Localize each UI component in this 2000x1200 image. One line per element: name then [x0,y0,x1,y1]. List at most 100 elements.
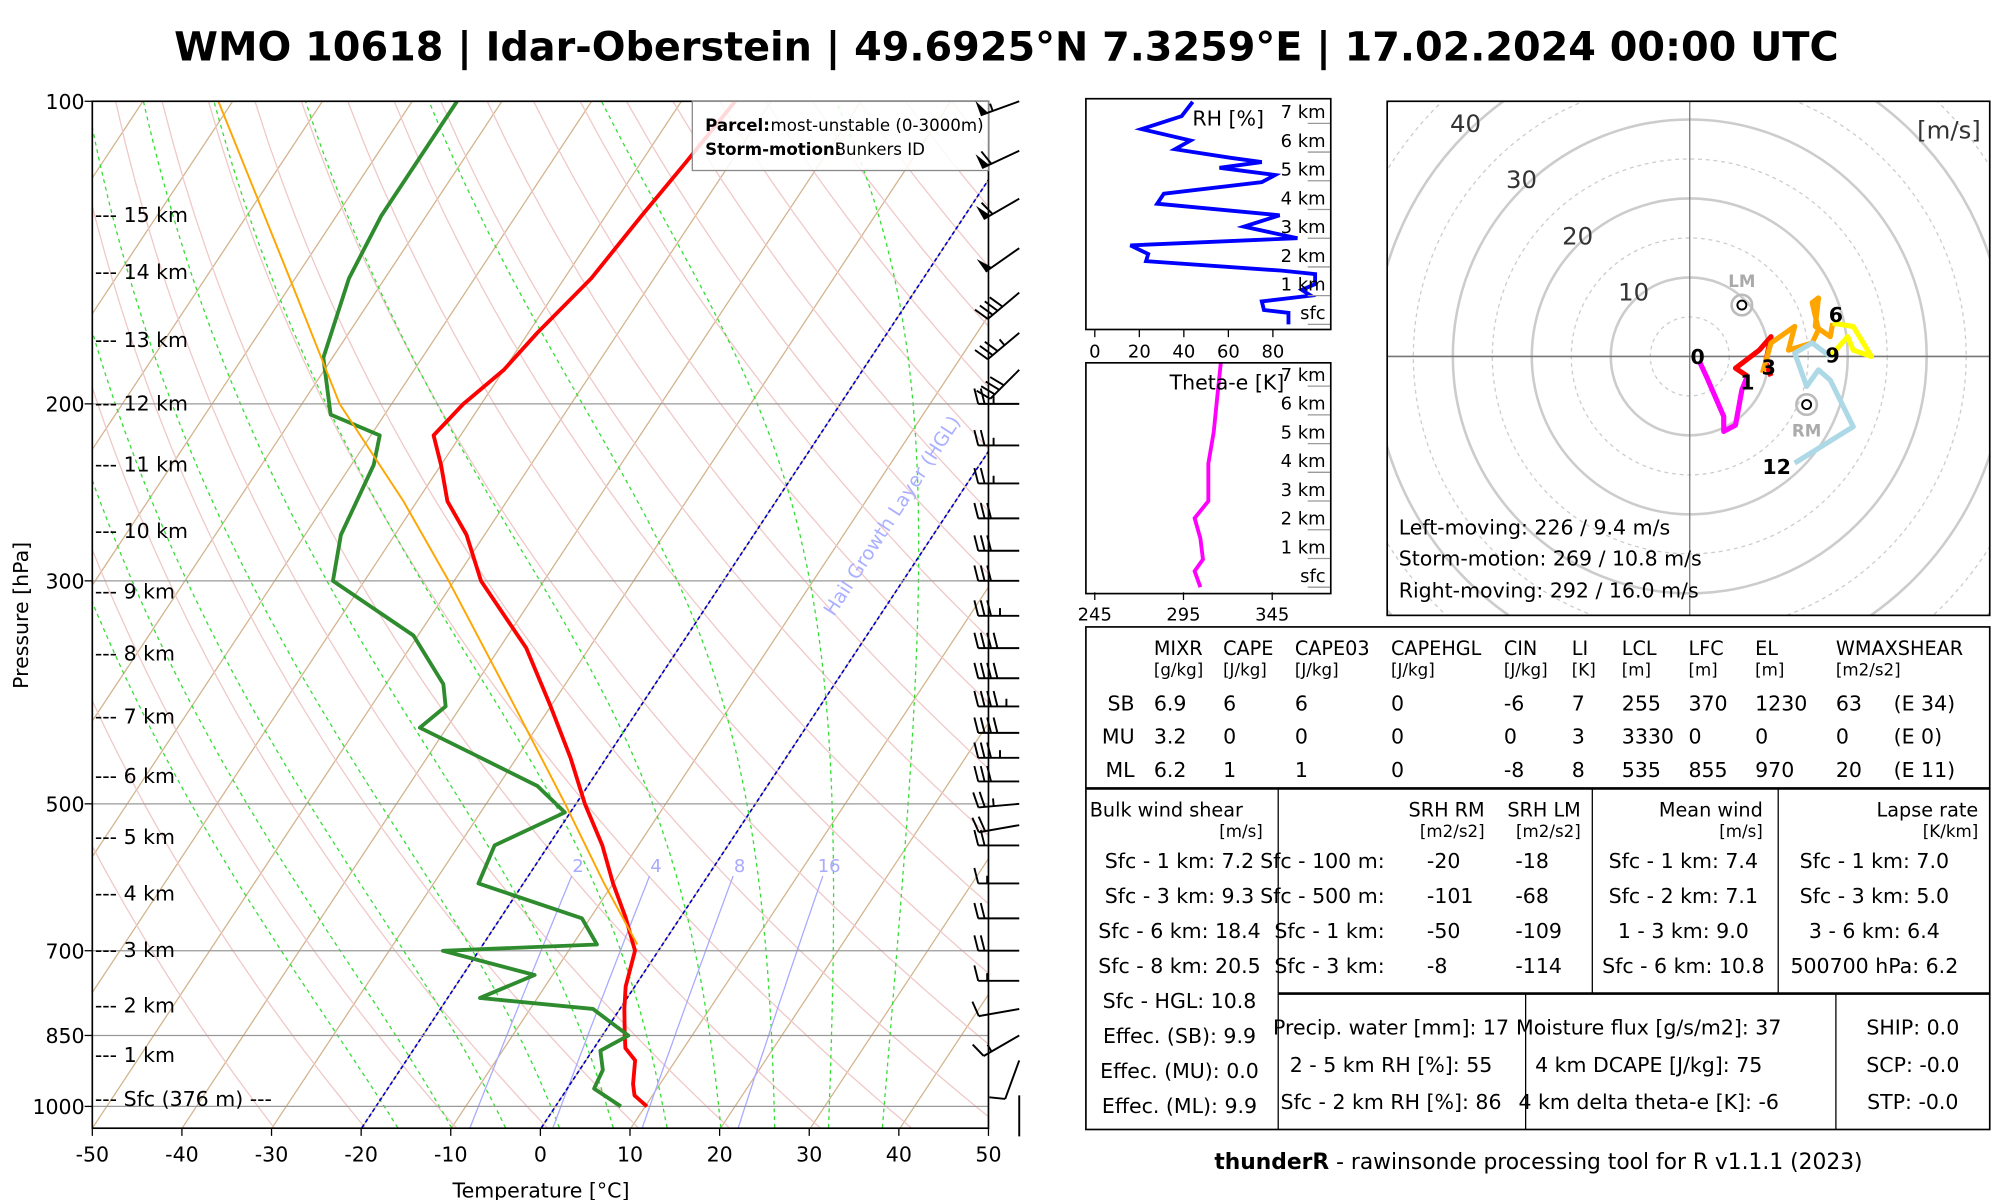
storm-marker-dot [1801,399,1813,411]
height-mark: 9 [1826,344,1840,368]
param-header: WMAXSHEAR [1836,637,1963,660]
wind-barb [973,388,1020,405]
dry-adiabat [92,699,366,1129]
height-label: 1 km [1281,537,1326,558]
height-label: 2 km [1281,509,1326,530]
param-value: 3 [1572,725,1585,749]
skewt-labels: 2 4 8 16 -50 -40 -30 -20 -10 0 10 20 30 40 50 100 200 300… [32,90,1001,1167]
dry-adiabat [579,101,989,639]
lapse-title: Lapse rate [1877,799,1979,822]
wind-barb [974,291,1020,320]
barb-staff [989,369,1020,400]
barb-feather [973,690,980,707]
barb-feather [986,717,992,734]
barb-feather [986,662,992,679]
dry-adiabat [393,101,989,905]
barb-feather [979,902,986,919]
profile-clip [1192,363,1223,588]
param-header: CAPEHGL [1391,637,1482,660]
param-value: 3330 [1622,725,1674,749]
x-tick-label: 40 [886,1143,912,1167]
height-mark: 1 [1740,370,1754,394]
barb-feather [972,792,980,808]
barb-feather [973,742,980,759]
param-unit: [J/kg] [1391,661,1435,680]
moist-adiabat [142,101,614,1128]
hodograph-segment [1792,340,1856,466]
x-tick-label: 345 [1255,605,1289,626]
barb-feather [986,600,992,617]
height-label: 5 km [1281,160,1326,181]
param-value: 535 [1622,758,1661,782]
mixing-ratio-line [737,875,824,1128]
wind-barb [974,332,1020,361]
height-label: --- 2 km [95,994,175,1018]
moist-adiabat [428,101,776,1128]
param-unit: [K] [1572,661,1596,680]
barb-half [992,798,995,807]
shear-row: Effec. (ML): 9.9 [1102,1094,1257,1118]
barb-feather [979,662,986,679]
param-value: 3.2 [1154,725,1187,749]
flux-row: 4 km DCAPE [J/kg]: 75 [1535,1053,1762,1077]
barb-feather [973,600,980,617]
wind-barb [973,690,1020,708]
mean-wind-row: Sfc - 2 km: 7.1 [1609,884,1758,908]
wind-barb [973,717,1020,734]
barb-feather [977,816,987,832]
height-label: 5 km [1281,422,1326,443]
x-tick-label: 0 [534,1143,547,1167]
x-tick-label: 60 [1217,342,1240,363]
lapse-rate-row: Sfc - 1 km: 7.0 [1800,849,1949,873]
barb-staff [978,1008,1020,1018]
height-label: 4 km [1281,188,1326,209]
skewt-background-lines [92,101,989,1129]
x-tick-label: -40 [165,1143,198,1167]
wind-barb [973,662,1020,680]
shear-unit: [m/s] [1219,822,1263,841]
shear-rows: Sfc - 1 km: 7.2 Sfc - 3 km: 9.3 Sfc - 6 km… [1098,849,1260,1118]
wind-barb [973,867,1020,885]
barb-feather [974,308,989,320]
storm-marker-label: LM [1728,272,1755,291]
theta-e-panel: sfc 1 km 2 km 3 km 4 km 5 km 6 km 7 km 245 295 345 [1078,363,1331,626]
moist-adiabat [213,101,668,1128]
wind-barb [971,816,1020,834]
x-tick-label: 10 [617,1143,643,1167]
barb-feather [971,1043,985,1057]
x-tick-label: -10 [434,1143,467,1167]
shear-row: Sfc - 6 km: 18.4 [1098,919,1260,943]
height-mark: 12 [1762,455,1791,479]
height-label: --- Sfc (376 m) --- [95,1087,272,1111]
mixing-ratio-line [469,875,573,1128]
barb-feather [979,429,986,446]
y-tick-label: 200 [45,393,84,417]
param-value: 0 [1391,725,1404,749]
moisture-row: Sfc - 2 km RH [%]: 86 [1281,1090,1502,1114]
barb-feather [973,965,980,982]
y-tick-label: 700 [45,939,84,963]
dry-adiabat [300,101,989,1046]
shear-row: Sfc - 1 km: 7.2 [1105,849,1254,873]
storm-marker-label: RM [1792,422,1821,441]
param-value: 7 [1572,691,1585,715]
mean-wind-row: 1 - 3 km: 9.0 [1618,919,1749,943]
wind-barb [973,467,1020,485]
barb-feather [973,502,980,519]
barb-staff [983,1034,1020,1057]
param-header: CAPE03 [1295,637,1370,660]
param-value: 0 [1295,725,1308,749]
barb-feather [986,502,992,519]
flux-row: 4 km delta theta-e [K]: -6 [1518,1090,1778,1114]
isotherm-line [92,101,323,451]
x-tick-label: -20 [344,1143,377,1167]
param-value: 6 [1223,691,1236,715]
moist-adiabat [600,101,835,1128]
param-value: 0 [1836,725,1849,749]
height-label: --- 11 km [95,452,188,476]
x-tick-label: -30 [255,1143,288,1167]
wind-barb [976,197,1020,221]
height-label: --- 4 km [95,882,175,906]
hodograph-unit: [m/s] [1917,115,1981,144]
wind-barb [972,791,1020,809]
